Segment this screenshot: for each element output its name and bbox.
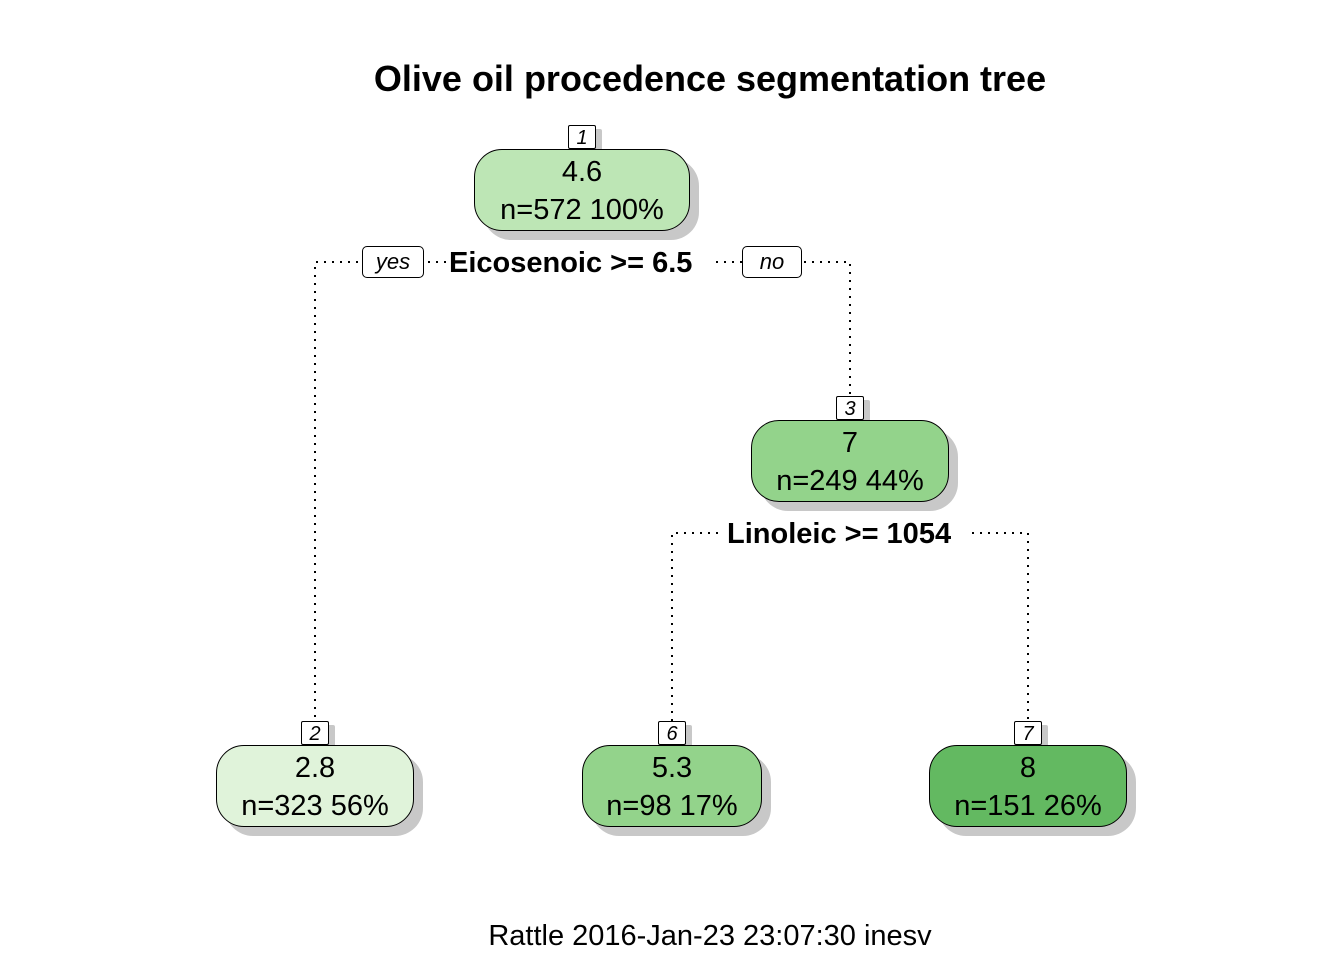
node-7-box: 8 n=151 26% [929,745,1127,827]
node-6-box: 5.3 n=98 17% [582,745,762,827]
node-1-id-badge: 1 [568,125,596,149]
edge-1-to-2 [314,261,452,725]
node-2-value: 2.8 [294,752,336,784]
edge-1-to-3 [716,261,851,396]
node-3-id-badge: 3 [836,396,864,420]
chart-title: Olive oil procedence segmentation tree [373,58,1047,99]
node-6-value: 5.3 [651,752,693,784]
node-3-split-rule: Linoleic >= 1054 [724,516,955,552]
node-7-id-badge: 7 [1014,721,1042,745]
node-3-value: 7 [841,427,859,459]
node-2-box: 2.8 n=323 56% [216,745,414,827]
node-1-box: 4.6 n=572 100% [474,149,690,231]
node-1-stats: n=572 100% [500,194,664,226]
node-6-stats: n=98 17% [606,790,738,822]
yes-label: yes [362,246,424,278]
node-7-value: 8 [1019,752,1037,784]
footer-caption: Rattle 2016-Jan-23 23:07:30 inesv [488,920,932,952]
edge-3-to-7 [972,532,1029,721]
node-2-id-badge: 2 [301,721,329,745]
node-2-stats: n=323 56% [241,790,389,822]
no-label: no [742,246,802,278]
node-7-stats: n=151 26% [954,790,1102,822]
root-split-rule: Eicosenoic >= 6.5 [446,245,696,281]
node-1-value: 4.6 [561,156,603,188]
node-3-stats: n=249 44% [776,465,924,497]
node-6-id-badge: 6 [658,721,686,745]
edge-3-to-6 [671,532,728,721]
node-3-box: 7 n=249 44% [751,420,949,502]
